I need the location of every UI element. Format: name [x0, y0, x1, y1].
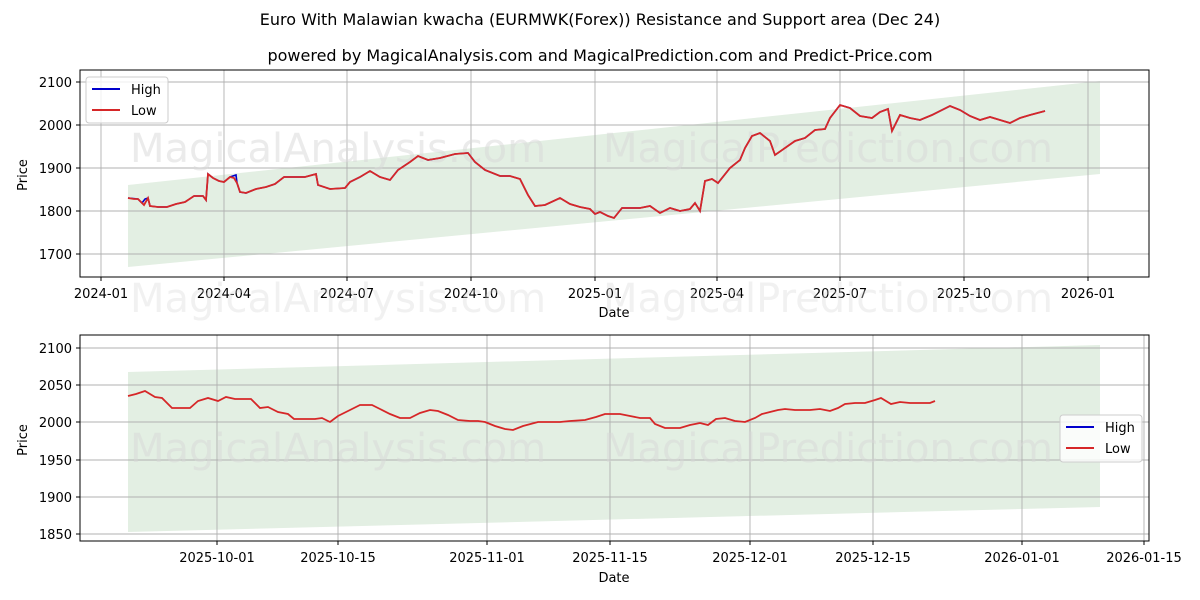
svg-text:2025-10: 2025-10 — [937, 287, 991, 302]
watermark-analysis-bottom: MagicalAnalysis.com — [130, 426, 546, 472]
top-legend: High Low — [85, 76, 169, 124]
svg-text:1900: 1900 — [39, 162, 72, 177]
grid-lines — [80, 70, 1149, 277]
svg-text:1900: 1900 — [39, 491, 72, 506]
bottom-x-ticks: 2025-10-01 2025-10-15 2025-11-01 2025-11… — [179, 541, 1182, 566]
svg-text:1700: 1700 — [39, 248, 72, 263]
svg-text:2024-07: 2024-07 — [320, 287, 374, 302]
bottom-x-label: Date — [598, 571, 629, 586]
svg-text:2000: 2000 — [39, 416, 72, 431]
top-chart: MagicalAnalysis.com MagicalPrediction.co… — [16, 69, 1150, 322]
bottom-y-label: Price — [16, 424, 31, 456]
svg-text:1950: 1950 — [39, 454, 72, 469]
top-x-ticks: 2024-01 2024-04 2024-07 2024-10 2025-01 … — [74, 277, 1115, 302]
svg-text:2026-01-01: 2026-01-01 — [984, 551, 1060, 566]
chart-subtitle: powered by MagicalAnalysis.com and Magic… — [267, 46, 933, 65]
svg-text:2024-04: 2024-04 — [197, 287, 251, 302]
low-line-bottom — [127, 390, 936, 431]
chart-title: Euro With Malawian kwacha (EURMWK(Forex)… — [259, 10, 941, 29]
svg-text:2026-01: 2026-01 — [1061, 287, 1115, 302]
svg-text:2025-07: 2025-07 — [813, 287, 867, 302]
legend-low-label-bottom: Low — [1105, 442, 1131, 457]
top-y-ticks: 2100 2000 1900 1800 1700 — [39, 76, 80, 263]
watermark-prediction-bottom: MagicalPrediction.com — [603, 426, 1053, 472]
svg-text:2025-04: 2025-04 — [690, 287, 744, 302]
bottom-legend: High Low — [1059, 414, 1143, 463]
svg-text:1800: 1800 — [39, 205, 72, 220]
svg-text:2025-11-15: 2025-11-15 — [572, 551, 648, 566]
svg-text:2025-10-15: 2025-10-15 — [300, 551, 376, 566]
top-y-label: Price — [16, 159, 31, 191]
svg-text:2026-01-15: 2026-01-15 — [1106, 551, 1182, 566]
svg-text:2024-10: 2024-10 — [444, 287, 498, 302]
legend-low-label: Low — [131, 104, 157, 119]
svg-text:2000: 2000 — [39, 119, 72, 134]
legend-high-label: High — [131, 83, 161, 98]
svg-text:2025-11-01: 2025-11-01 — [449, 551, 525, 566]
svg-text:2100: 2100 — [39, 76, 72, 91]
watermark-analysis: MagicalAnalysis.com — [130, 126, 546, 172]
grid-lines-bottom — [80, 335, 1149, 541]
watermark-analysis-2: MagicalAnalysis.com — [130, 276, 546, 322]
svg-text:2025-01: 2025-01 — [568, 287, 622, 302]
support-resistance-band-bottom — [128, 345, 1100, 532]
svg-text:2025-10-01: 2025-10-01 — [179, 551, 255, 566]
bottom-y-ticks: 2100 2050 2000 1950 1900 1850 — [39, 342, 80, 543]
support-resistance-band — [128, 81, 1100, 267]
top-axes-frame — [79, 69, 1150, 278]
svg-text:2100: 2100 — [39, 342, 72, 357]
top-x-label: Date — [598, 306, 629, 321]
watermark-prediction-2: MagicalPrediction.com — [603, 276, 1053, 322]
svg-text:2024-01: 2024-01 — [74, 287, 128, 302]
low-line — [127, 103, 1046, 220]
watermark-prediction: MagicalPrediction.com — [603, 126, 1053, 172]
bottom-chart: MagicalAnalysis.com MagicalPrediction.co… — [16, 334, 1182, 586]
bottom-axes-frame — [79, 334, 1150, 542]
legend-high-label-bottom: High — [1105, 421, 1135, 436]
svg-text:2050: 2050 — [39, 379, 72, 394]
svg-text:2025-12-15: 2025-12-15 — [835, 551, 911, 566]
svg-text:2025-12-01: 2025-12-01 — [712, 551, 788, 566]
svg-text:1850: 1850 — [39, 528, 72, 543]
